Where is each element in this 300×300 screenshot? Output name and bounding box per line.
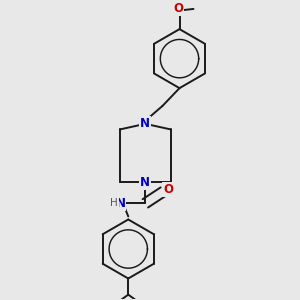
Text: N: N bbox=[140, 176, 150, 189]
Text: N: N bbox=[140, 117, 150, 130]
Text: O: O bbox=[173, 2, 183, 15]
Text: O: O bbox=[163, 183, 173, 196]
Text: H: H bbox=[110, 198, 118, 208]
Text: N: N bbox=[116, 197, 125, 210]
